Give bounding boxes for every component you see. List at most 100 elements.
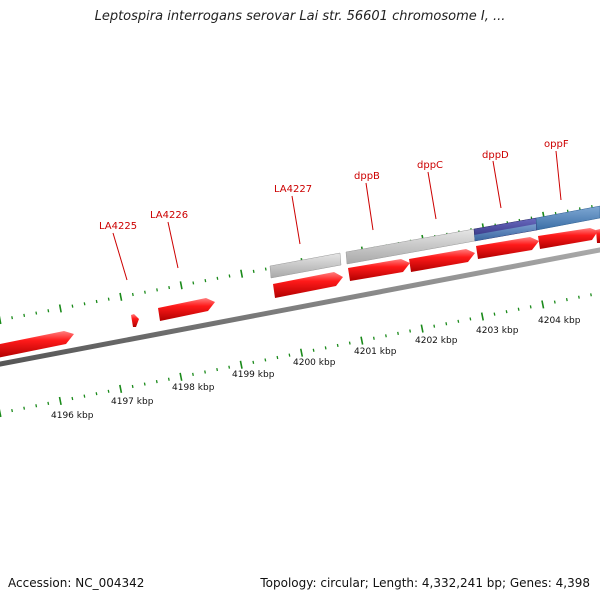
upper-tick-mark (168, 285, 171, 290)
cds-arrow-next[interactable] (596, 229, 600, 243)
lower-tick-mark (47, 401, 50, 405)
lower-tick-mark (58, 396, 62, 406)
lower-tick-mark (445, 322, 448, 326)
lower-tick-mark (517, 307, 520, 311)
cds-arrow-oppf[interactable] (538, 228, 598, 249)
gene-label: LA4227 (274, 184, 312, 195)
lower-tick-mark (457, 319, 460, 323)
upper-tick-mark (204, 279, 207, 283)
scale-label: 4196 kbp (51, 411, 94, 421)
upper-tick-mark (252, 269, 255, 273)
gene-labels: LA4225 LA4226 LA4227 dppB dppC dppD oppF (99, 139, 569, 232)
gene-label: LA4226 (150, 210, 188, 221)
scale-label: 4200 kbp (293, 358, 336, 368)
lower-tick-mark (324, 346, 327, 350)
upper-tick-mark (23, 313, 26, 317)
lower-tick-mark (131, 384, 134, 389)
upper-tick-mark (107, 297, 110, 301)
lower-tick-mark (252, 360, 255, 364)
cds-arrow-dppb[interactable] (348, 259, 410, 281)
lower-tick-mark (348, 341, 351, 345)
upper-tick-mark (156, 288, 158, 292)
gene-label: dppD (482, 150, 509, 161)
lower-tick-mark (360, 336, 364, 345)
lower-tick-mark (336, 343, 339, 348)
scale-labels: 4196 kbp 4197 kbp 4198 kbp 4199 kbp 4200… (51, 316, 581, 421)
accession-text: Accession: NC_004342 (8, 576, 145, 590)
lower-tick-mark (179, 372, 183, 381)
gene-feature-la4227[interactable] (269, 252, 342, 279)
lower-tick-mark (23, 406, 26, 410)
lower-tick-mark (204, 370, 206, 374)
lower-tick-mark (276, 355, 279, 360)
upper-tick-mark (192, 281, 195, 285)
lower-tick-mark (529, 305, 532, 309)
gene-label: dppB (354, 171, 380, 182)
scale-label: 4201 kbp (354, 347, 397, 357)
upper-tick-mark (240, 269, 244, 278)
scale-label: 4198 kbp (172, 383, 215, 393)
lower-tick-mark (493, 312, 496, 316)
upper-tick-mark (264, 267, 267, 271)
scale-label: 4202 kbp (415, 336, 458, 346)
upper-tick-mark (83, 302, 86, 306)
upper-tick-mark (179, 281, 183, 290)
cds-arrow-dppd[interactable] (476, 237, 539, 259)
upper-tick-mark (119, 292, 123, 301)
lower-tick-mark (239, 360, 243, 369)
gene-feature-dppd-lower[interactable] (474, 224, 536, 241)
upper-tick-mark (11, 316, 14, 320)
cds-arrow-dppc[interactable] (409, 249, 475, 272)
map-title: Leptospira interrogans serovar Lai str. … (94, 9, 506, 24)
lower-tick-mark (83, 394, 86, 398)
lower-tick-mark (264, 358, 267, 362)
lower-tick-mark (480, 312, 485, 321)
lower-tick-mark (35, 404, 38, 408)
upper-tick-track (0, 204, 593, 325)
lower-tick-mark (192, 372, 194, 377)
lower-tick-mark (167, 377, 170, 381)
upper-tick-mark (58, 304, 62, 313)
upper-tick-mark (144, 290, 146, 294)
lower-tick-mark (95, 392, 98, 396)
lower-tick-mark (216, 367, 219, 372)
scale-label: 4203 kbp (476, 326, 519, 336)
lower-tick-mark (541, 300, 545, 309)
feature-track (269, 205, 600, 279)
lower-tick-mark (553, 300, 556, 304)
lower-tick-mark (433, 324, 436, 328)
lower-tick-mark (409, 329, 412, 333)
lower-tick-mark (385, 334, 387, 338)
lower-tick-mark (312, 348, 315, 352)
lower-tick-mark (505, 310, 508, 314)
lower-tick-mark (420, 324, 424, 333)
lower-tick-mark (107, 389, 110, 393)
topology-summary: Topology: circular; Length: 4,332,241 bp… (260, 576, 590, 590)
lower-tick-track (0, 293, 592, 418)
lower-tick-mark (565, 298, 568, 302)
cds-arrow-la4227[interactable] (273, 272, 343, 298)
gene-feature-oppf[interactable] (535, 205, 600, 231)
scale-label: 4197 kbp (111, 397, 154, 407)
lower-tick-mark (397, 331, 399, 335)
lower-tick-mark (590, 293, 592, 297)
upper-tick-mark (71, 304, 74, 308)
lower-tick-mark (0, 408, 2, 418)
gene-leader-lines (112, 150, 562, 281)
upper-tick-mark (216, 276, 219, 280)
cds-arrow-la4225-left[interactable] (0, 331, 74, 358)
cds-arrow-la4225[interactable] (131, 314, 139, 327)
lower-tick-mark (372, 336, 375, 340)
cds-arrow-la4226[interactable] (158, 298, 215, 321)
lower-tick-mark (469, 317, 472, 321)
lower-tick-mark (119, 384, 123, 393)
upper-tick-mark (95, 299, 98, 304)
cds-track (0, 228, 600, 358)
genome-backbone (0, 247, 600, 367)
lower-tick-mark (228, 365, 231, 369)
upper-tick-mark (131, 292, 134, 297)
lower-tick-mark (299, 348, 304, 357)
lower-tick-mark (155, 380, 158, 384)
lower-tick-mark (288, 353, 291, 357)
